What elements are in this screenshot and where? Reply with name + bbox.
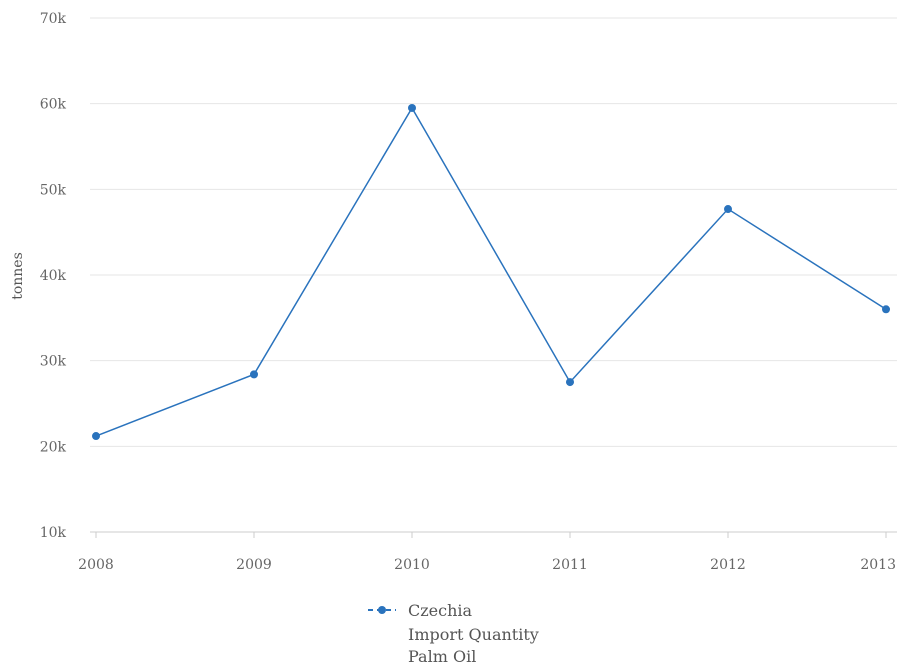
data-point[interactable] <box>724 205 732 214</box>
x-tick-label: 2008 <box>78 557 114 573</box>
x-tick-label: 2011 <box>552 557 588 573</box>
data-point[interactable] <box>408 103 416 112</box>
legend-label-line-1: Czechia <box>408 601 473 620</box>
x-tick-label: 2013 <box>860 557 896 573</box>
y-tick-label: 10k <box>40 525 67 541</box>
x-axis-tick-labels: 2008 2009 2010 2011 2012 2013 <box>78 557 896 573</box>
y-tick-label: 50k <box>40 182 67 198</box>
y-tick-label: 70k <box>40 11 67 27</box>
x-tick-label: 2012 <box>710 557 746 573</box>
legend[interactable]: Czechia Import Quantity Palm Oil <box>368 601 539 663</box>
y-tick-label: 60k <box>40 97 67 113</box>
gridlines <box>90 17 897 447</box>
x-tick-label: 2010 <box>394 557 430 573</box>
data-point[interactable] <box>250 370 258 379</box>
y-axis-title: tonnes <box>10 252 26 300</box>
y-tick-label: 40k <box>40 268 67 284</box>
x-axis <box>90 531 897 538</box>
data-point[interactable] <box>92 432 100 441</box>
data-point[interactable] <box>566 378 574 387</box>
series-czechia <box>92 103 890 441</box>
legend-label-line-2: Import Quantity <box>408 625 539 644</box>
y-tick-label: 20k <box>40 439 67 455</box>
series-line <box>95 106 887 437</box>
y-axis-tick-labels: 10k 20k 30k 40k 50k 60k 70k <box>40 11 67 541</box>
legend-dot-marker <box>378 606 386 614</box>
y-tick-label: 30k <box>40 354 67 370</box>
legend-label-line-3: Palm Oil <box>408 647 476 663</box>
data-point[interactable] <box>882 305 890 314</box>
x-tick-label: 2009 <box>236 557 272 573</box>
